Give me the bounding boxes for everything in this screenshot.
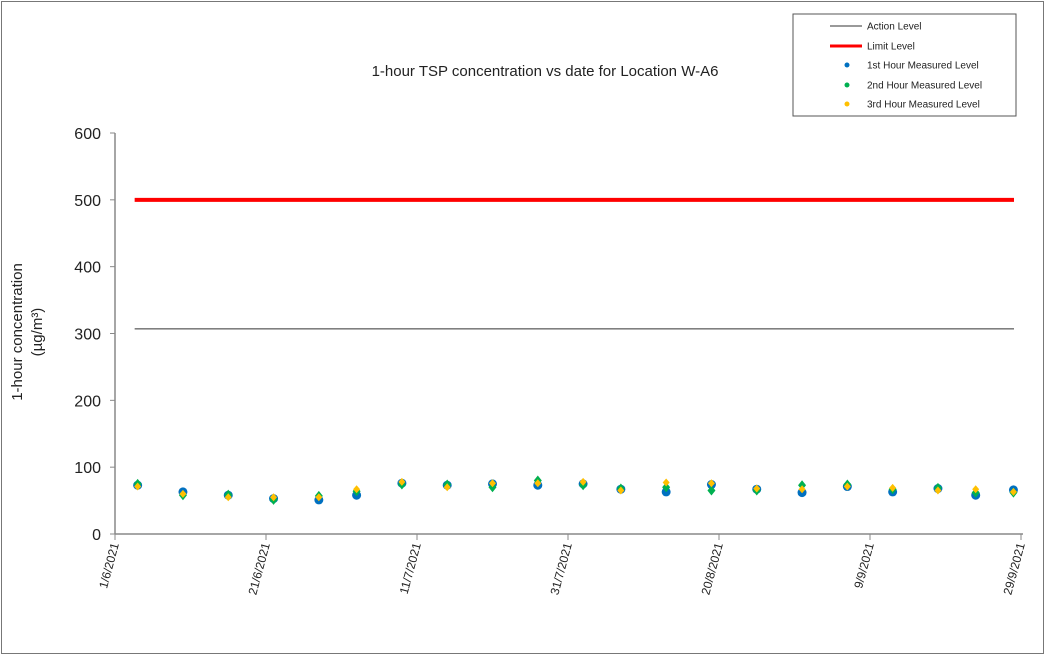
point-3rd-hour <box>662 478 670 487</box>
x-tick-label: 29/9/2021 <box>1001 541 1028 597</box>
point-3rd-hour <box>179 489 187 498</box>
point-3rd-hour <box>798 485 806 494</box>
point-3rd-hour <box>443 483 451 492</box>
y-tick-label: 200 <box>74 393 101 410</box>
legend-box <box>792 13 1017 117</box>
x-tick-label: 31/7/2021 <box>548 541 575 597</box>
point-3rd-hour <box>534 479 542 488</box>
legend-label: Limit Level <box>867 42 915 53</box>
legend-label: 1st Hour Measured Level <box>867 61 979 72</box>
legend-label: 3rd Hour Measured Level <box>867 100 980 111</box>
y-tick-label: 400 <box>74 260 101 277</box>
y-tick-label: 500 <box>74 193 101 210</box>
chart-title: 1-hour TSP concentration vs date for Loc… <box>372 63 719 80</box>
y-tick-label: 300 <box>74 327 101 344</box>
legend-1st-swatch <box>844 62 850 68</box>
point-3rd-hour <box>753 484 761 493</box>
point-3rd-hour <box>934 486 942 495</box>
y-tick-label: 100 <box>74 460 101 477</box>
point-3rd-hour <box>972 485 980 494</box>
point-3rd-hour <box>224 493 232 502</box>
x-tick-label: 1/6/2021 <box>96 541 122 590</box>
y-tick-label: 0 <box>92 527 101 544</box>
x-tick-label: 20/8/2021 <box>699 541 726 597</box>
point-3rd-hour <box>889 483 897 492</box>
legend-3rd-swatch <box>844 101 850 107</box>
x-tick-label: 11/7/2021 <box>397 541 424 596</box>
legend-label: Action Level <box>867 22 921 33</box>
point-3rd-hour <box>134 482 142 491</box>
point-3rd-hour <box>353 485 361 494</box>
y-axis-label: 1-hour concentration <box>9 263 26 401</box>
point-3rd-hour <box>617 486 625 495</box>
point-2nd-hour <box>662 482 671 493</box>
x-tick-label: 21/6/2021 <box>246 541 273 597</box>
point-3rd-hour <box>579 477 587 486</box>
legend-2nd-swatch <box>844 82 850 88</box>
point-3rd-hour <box>1009 487 1017 496</box>
point-3rd-hour <box>707 479 715 488</box>
point-2nd-hour <box>707 485 716 496</box>
y-tick-label: 600 <box>74 126 101 143</box>
point-3rd-hour <box>843 482 851 491</box>
point-3rd-hour <box>315 493 323 502</box>
point-3rd-hour <box>489 479 496 488</box>
point-3rd-hour <box>398 477 406 486</box>
legend-label: 2nd Hour Measured Level <box>867 81 982 92</box>
point-3rd-hour <box>270 493 278 502</box>
y-axis-unit: (µg/m³) <box>29 308 46 357</box>
x-tick-label: 9/9/2021 <box>851 541 877 590</box>
